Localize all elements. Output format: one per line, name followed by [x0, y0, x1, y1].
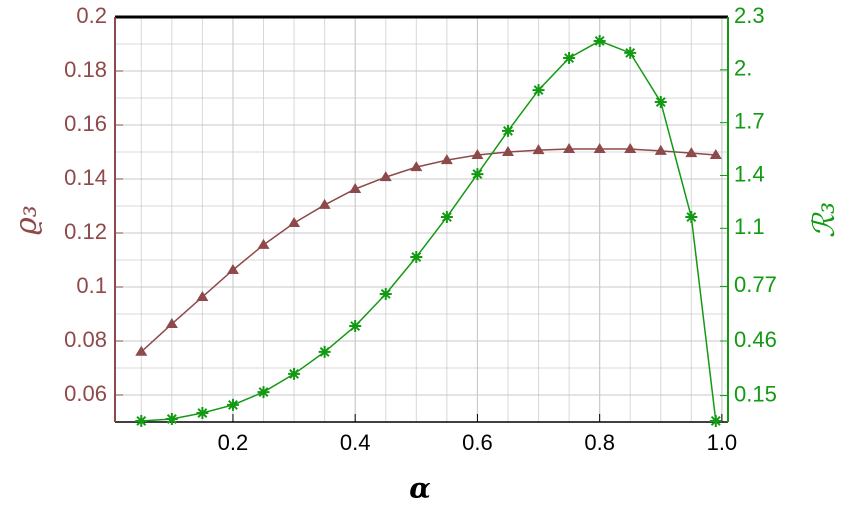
marker	[624, 46, 637, 59]
series-line	[141, 40, 717, 422]
y-tick-label: 0.18	[64, 57, 107, 82]
marker	[410, 161, 423, 172]
y2-tick-label: 1.4	[734, 161, 765, 186]
marker	[165, 413, 178, 426]
y2-tick-label: 1.1	[734, 214, 765, 239]
marker	[226, 398, 239, 411]
y2-tick-label: 2.3	[734, 3, 765, 28]
marker	[410, 251, 423, 264]
y-tick-label: 0.14	[64, 165, 107, 190]
marker	[532, 144, 545, 155]
marker	[501, 124, 514, 137]
y-tick-label: 0.16	[64, 111, 107, 136]
y-axis-label: ϱ₃	[9, 205, 44, 235]
marker	[563, 143, 576, 154]
x-tick-label: 0.2	[218, 430, 249, 455]
x-tick-label: 0.8	[584, 430, 615, 455]
marker	[257, 386, 270, 399]
y-tick-label: 0.2	[76, 3, 107, 28]
y-tick-label: 0.06	[64, 381, 107, 406]
y2-tick-label: 2.	[734, 56, 752, 81]
series-line	[140, 148, 716, 353]
y-tick-label: 0.08	[64, 327, 107, 352]
marker	[685, 211, 698, 224]
x-tick-label: 0.6	[462, 430, 493, 455]
x-tick-label: 0.4	[340, 430, 371, 455]
marker	[196, 290, 209, 301]
marker	[379, 171, 392, 182]
y2-tick-label: 1.7	[734, 108, 765, 133]
marker	[440, 154, 453, 165]
y2-tick-label: 0.15	[734, 381, 777, 406]
marker	[501, 146, 514, 156]
y-tick-label: 0.12	[64, 219, 107, 244]
marker	[563, 52, 576, 65]
marker	[654, 96, 667, 109]
marker	[379, 287, 392, 300]
x-axis-label: α	[409, 472, 431, 505]
marker	[624, 143, 637, 154]
marker	[532, 84, 545, 97]
y-tick-label: 0.1	[76, 273, 107, 298]
marker	[349, 182, 362, 193]
marker	[471, 168, 484, 181]
marker	[226, 263, 239, 274]
marker	[440, 211, 453, 224]
y2-tick-label: 0.46	[734, 327, 777, 352]
marker	[709, 414, 722, 427]
marker	[257, 238, 270, 249]
marker	[709, 148, 722, 159]
marker	[135, 414, 148, 427]
marker	[593, 34, 606, 47]
marker	[685, 147, 698, 158]
marker	[288, 367, 301, 380]
y2-tick-label: 0.77	[734, 272, 777, 297]
y2-axis-label: ℛ₃	[807, 202, 842, 238]
marker	[165, 317, 178, 328]
marker	[654, 144, 667, 155]
marker	[349, 320, 362, 333]
marker	[135, 345, 148, 356]
marker	[196, 407, 209, 420]
marker	[318, 198, 331, 209]
marker	[318, 345, 331, 358]
marker	[593, 143, 606, 154]
x-tick-label: 1.0	[707, 430, 738, 455]
marker	[288, 217, 301, 228]
marker	[471, 148, 484, 159]
